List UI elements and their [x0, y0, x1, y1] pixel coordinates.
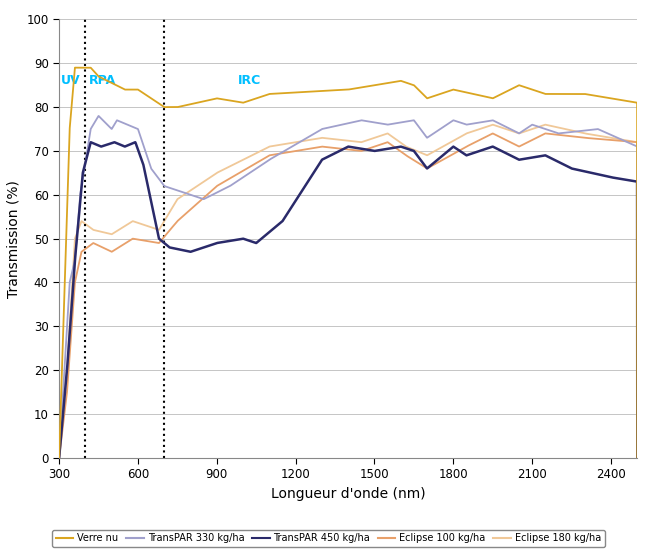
Text: UV: UV [61, 74, 81, 87]
Y-axis label: Transmission (%): Transmission (%) [7, 180, 21, 297]
Text: RPA: RPA [89, 74, 116, 87]
X-axis label: Longueur d'onde (nm): Longueur d'onde (nm) [271, 487, 426, 501]
Legend: Verre nu, TransPAR 330 kg/ha, TransPAR 450 kg/ha, Eclipse 100 kg/ha, Eclipse 180: Verre nu, TransPAR 330 kg/ha, TransPAR 4… [52, 529, 605, 547]
Text: IRC: IRC [238, 74, 261, 87]
